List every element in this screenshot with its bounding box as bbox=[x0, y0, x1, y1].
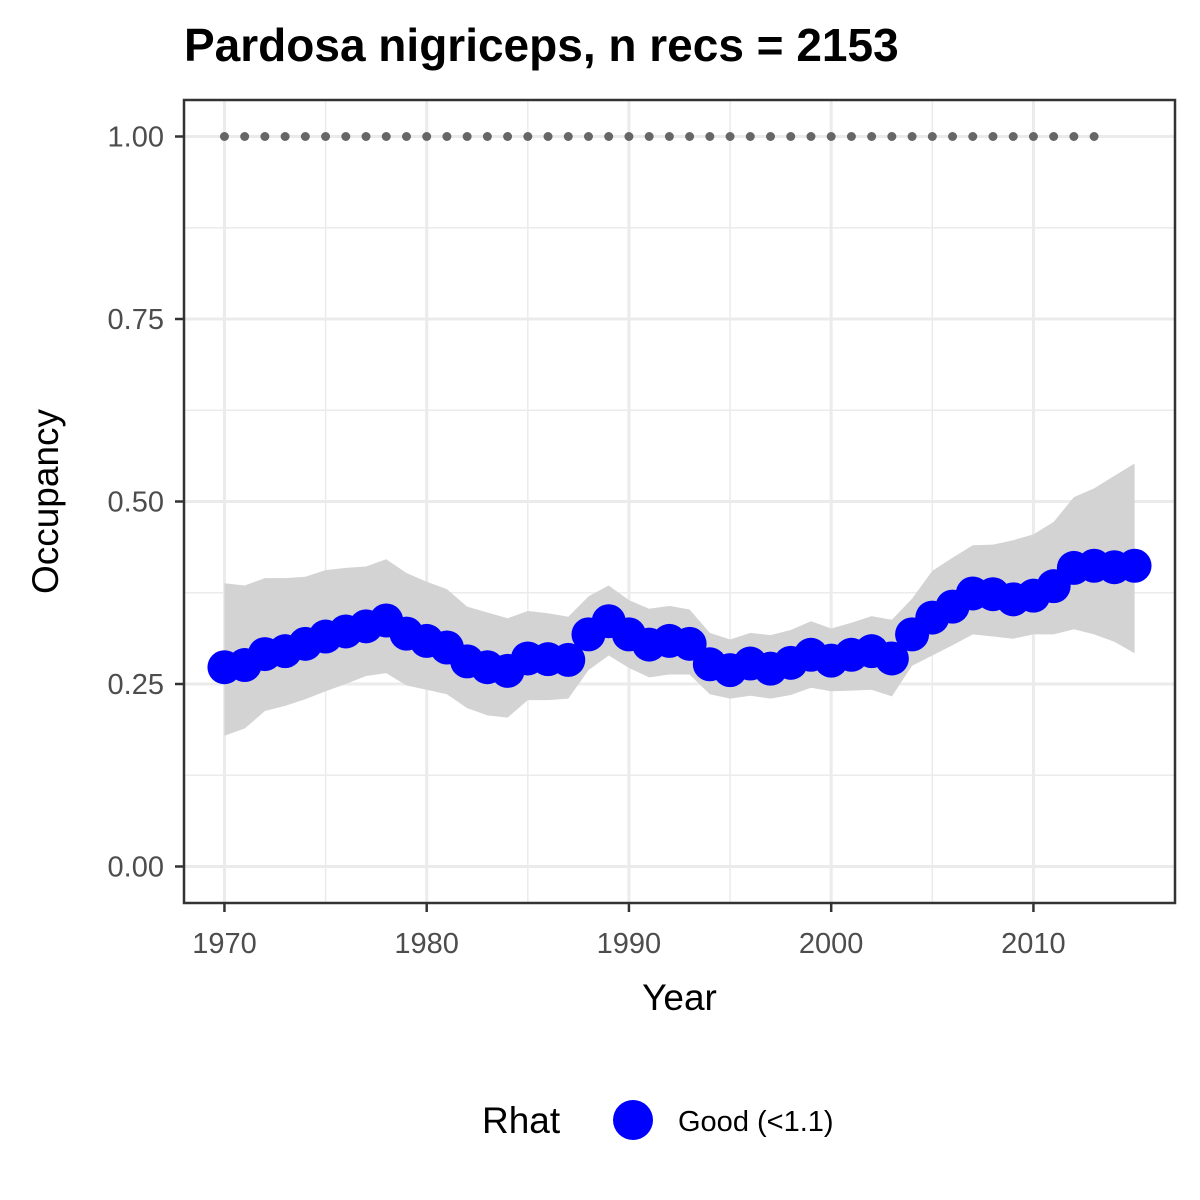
record-dot bbox=[381, 132, 391, 141]
record-dot bbox=[968, 132, 978, 141]
y-tick-label: 0.25 bbox=[108, 669, 164, 701]
chart-title: Pardosa nigriceps, n recs = 2153 bbox=[184, 19, 899, 71]
record-dot bbox=[401, 132, 411, 141]
record-dot bbox=[563, 132, 573, 141]
record-dot bbox=[705, 132, 715, 141]
record-dot bbox=[1069, 132, 1079, 141]
record-dot bbox=[240, 132, 250, 141]
y-tick-label: 1.00 bbox=[108, 122, 164, 154]
x-tick-label: 2010 bbox=[1001, 928, 1066, 960]
record-dot bbox=[321, 132, 331, 141]
record-dot bbox=[523, 132, 533, 141]
legend-key-good bbox=[613, 1100, 653, 1140]
y-tick-label: 0.00 bbox=[108, 852, 164, 884]
record-dot bbox=[300, 132, 310, 141]
occupancy-point bbox=[551, 642, 586, 677]
record-dot bbox=[543, 132, 553, 141]
records-dots bbox=[219, 132, 1099, 141]
record-dot bbox=[685, 132, 695, 141]
record-dot bbox=[219, 132, 229, 141]
x-tick-label: 1990 bbox=[597, 928, 662, 960]
occupancy-point bbox=[1117, 548, 1152, 583]
record-dot bbox=[907, 132, 917, 141]
record-dot bbox=[482, 132, 492, 141]
record-dot bbox=[887, 132, 897, 141]
record-dot bbox=[766, 132, 776, 141]
record-dot bbox=[583, 132, 593, 141]
legend: Rhat Good (<1.1) bbox=[482, 1100, 834, 1141]
record-dot bbox=[260, 132, 270, 141]
record-dot bbox=[604, 132, 614, 141]
occupancy-points bbox=[207, 548, 1152, 688]
record-dot bbox=[341, 132, 351, 141]
legend-title: Rhat bbox=[482, 1100, 561, 1141]
x-tick-label: 1970 bbox=[192, 928, 257, 960]
record-dot bbox=[846, 132, 856, 141]
record-dot bbox=[503, 132, 513, 141]
record-dot bbox=[786, 132, 796, 141]
y-tick-label: 0.75 bbox=[108, 304, 164, 336]
record-dot bbox=[422, 132, 432, 141]
record-dot bbox=[867, 132, 877, 141]
x-axis: 1970 1980 1990 2000 2010 bbox=[192, 903, 1066, 960]
record-dot bbox=[462, 132, 472, 141]
occupancy-point bbox=[874, 641, 909, 676]
x-axis-title: Year bbox=[642, 977, 717, 1018]
x-tick-label: 2000 bbox=[799, 928, 864, 960]
record-dot bbox=[1089, 132, 1099, 141]
record-dot bbox=[1028, 132, 1038, 141]
record-dot bbox=[361, 132, 371, 141]
record-dot bbox=[1008, 132, 1018, 141]
record-dot bbox=[725, 132, 735, 141]
record-dot bbox=[644, 132, 654, 141]
y-axis: 0.00 0.25 0.50 0.75 1.00 bbox=[108, 122, 184, 884]
y-axis-title: Occupancy bbox=[25, 408, 66, 594]
record-dot bbox=[948, 132, 958, 141]
record-dot bbox=[826, 132, 836, 141]
record-dot bbox=[624, 132, 634, 141]
record-dot bbox=[745, 132, 755, 141]
legend-label-good: Good (<1.1) bbox=[678, 1106, 834, 1138]
y-tick-label: 0.50 bbox=[108, 487, 164, 519]
grid-major bbox=[184, 100, 1175, 903]
record-dot bbox=[927, 132, 937, 141]
x-tick-label: 1980 bbox=[394, 928, 459, 960]
record-dot bbox=[1049, 132, 1059, 141]
record-dot bbox=[988, 132, 998, 141]
record-dot bbox=[280, 132, 290, 141]
record-dot bbox=[664, 132, 674, 141]
record-dot bbox=[442, 132, 452, 141]
record-dot bbox=[806, 132, 816, 141]
